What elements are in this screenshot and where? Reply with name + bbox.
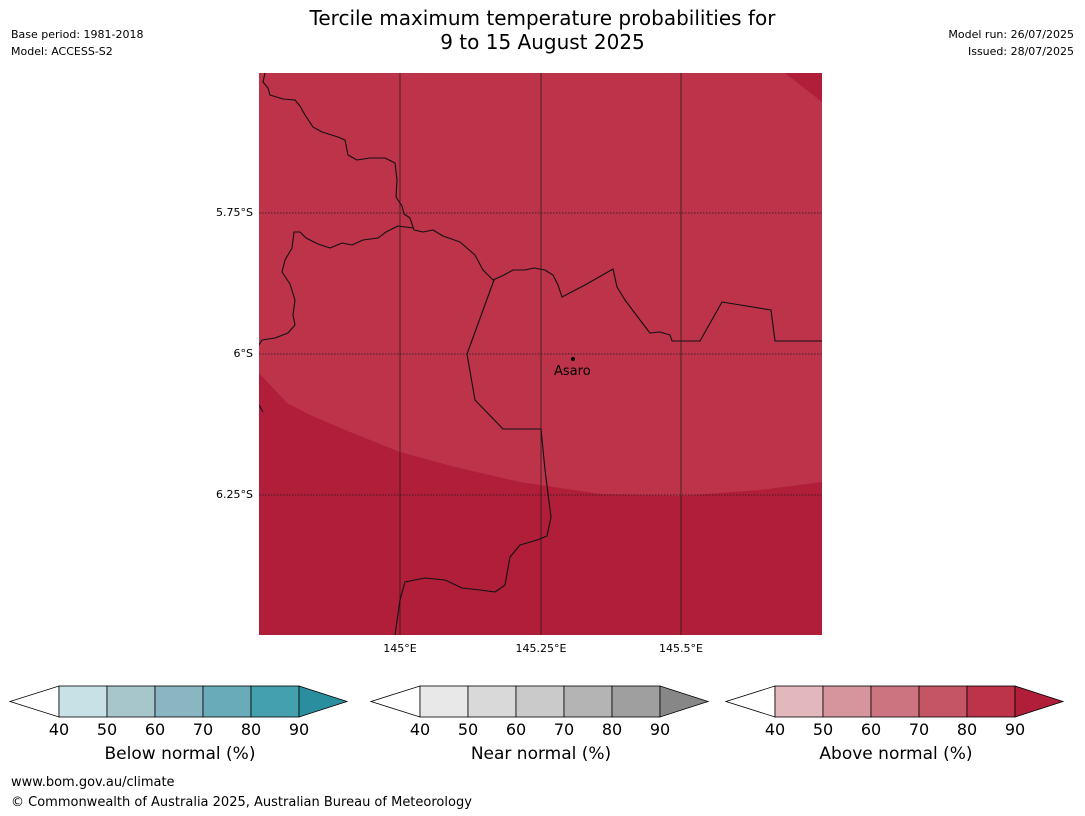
colorbar-upper-arrow — [1014, 685, 1065, 718]
footer-url: www.bom.gov.au/climate — [11, 775, 175, 790]
lat-label-5-75s: 5.75°S — [216, 206, 253, 219]
colorbar-tick-label: 60 — [505, 720, 527, 739]
colorbar-segment-80 — [250, 685, 300, 718]
colorbar-tick-label: 40 — [764, 720, 786, 739]
colorbar-segment-80 — [966, 685, 1016, 718]
colorbar-segment-70 — [563, 685, 613, 718]
grid-lines — [259, 73, 822, 635]
colorbar-segment-60 — [515, 685, 565, 718]
colorbar-segment-80 — [611, 685, 661, 718]
colorbar-tick-label: 90 — [288, 720, 310, 739]
title-line-2: 9 to 15 August 2025 — [440, 30, 645, 54]
colorbar-segment-70 — [918, 685, 968, 718]
lon-label-145-25e: 145.25°E — [515, 642, 567, 655]
colorbar-segment-40 — [419, 685, 469, 718]
lon-label-145-5e: 145.5°E — [659, 642, 703, 655]
colorbar-tick-label: 40 — [409, 720, 431, 739]
colorbar-tick-label: 40 — [48, 720, 70, 739]
colorbar-lower-arrow — [724, 685, 776, 718]
colorbar-tick-label: 60 — [860, 720, 882, 739]
province-borders — [259, 73, 822, 635]
colorbar-upper-arrow — [659, 685, 710, 718]
colorbar-tick-label: 80 — [240, 720, 262, 739]
colorbar-segment-70 — [202, 685, 252, 718]
model-run-text: Model run: 26/07/2025 — [948, 28, 1074, 41]
place-label-asaro: Asaro — [554, 364, 591, 379]
colorbar-segment-50 — [467, 685, 517, 718]
header-info-left: Base period: 1981-2018 Model: ACCESS-S2 — [11, 26, 143, 60]
model-text: Model: ACCESS-S2 — [11, 45, 113, 58]
legend-near-normal: Near normal (%) 40 50 60 70 80 90 — [369, 684, 711, 784]
title-line-1: Tercile maximum temperature probabilitie… — [309, 6, 776, 30]
colorbar-lower-arrow — [369, 685, 421, 718]
colorbar-above-normal — [724, 685, 1065, 718]
colorbar-tick-label: 70 — [908, 720, 930, 739]
colorbar-segment-60 — [870, 685, 920, 718]
colorbar-segment-40 — [58, 685, 108, 718]
legend-title-near-normal: Near normal (%) — [470, 744, 612, 764]
header-info-right: Model run: 26/07/2025 Issued: 28/07/2025 — [948, 26, 1074, 60]
lon-label-145e: 145°E — [383, 642, 417, 655]
base-period-text: Base period: 1981-2018 — [11, 28, 144, 41]
colorbar-tick-label: 80 — [601, 720, 623, 739]
colorbar-segment-40 — [774, 685, 824, 718]
colorbar-segment-50 — [106, 685, 156, 718]
colorbar-tick-label: 50 — [457, 720, 479, 739]
colorbar-segment-50 — [822, 685, 872, 718]
footer-copyright: © Commonwealth of Australia 2025, Austra… — [11, 795, 472, 810]
colorbar-tick-label: 90 — [649, 720, 671, 739]
lat-label-6s: 6°S — [233, 347, 253, 360]
colorbar-tick-label: 50 — [812, 720, 834, 739]
colorbar-tick-label: 80 — [956, 720, 978, 739]
colorbar-tick-label: 70 — [192, 720, 214, 739]
map-title: Tercile maximum temperature probabilitie… — [0, 6, 1085, 54]
colorbar-below-normal — [8, 685, 349, 718]
colorbar-tick-label: 70 — [553, 720, 575, 739]
colorbar-tick-label: 90 — [1004, 720, 1026, 739]
asaro-marker — [571, 357, 575, 361]
legend-title-above-normal: Above normal (%) — [819, 744, 973, 764]
legend-below-normal: Below normal (%) 40 50 60 70 80 90 — [8, 684, 350, 784]
legend-above-normal: Above normal (%) 40 50 60 70 80 90 — [724, 684, 1066, 784]
colorbar-segment-60 — [154, 685, 204, 718]
legend-title-below-normal: Below normal (%) — [104, 744, 256, 764]
colorbar-near-normal — [369, 685, 710, 718]
lat-label-6-25s: 6.25°S — [216, 488, 253, 501]
colorbar-tick-label: 50 — [96, 720, 118, 739]
above-normal-90-corner — [785, 73, 822, 102]
colorbar-lower-arrow — [8, 685, 60, 718]
issued-text: Issued: 28/07/2025 — [967, 45, 1074, 58]
colorbar-tick-label: 60 — [144, 720, 166, 739]
colorbar-upper-arrow — [298, 685, 349, 718]
